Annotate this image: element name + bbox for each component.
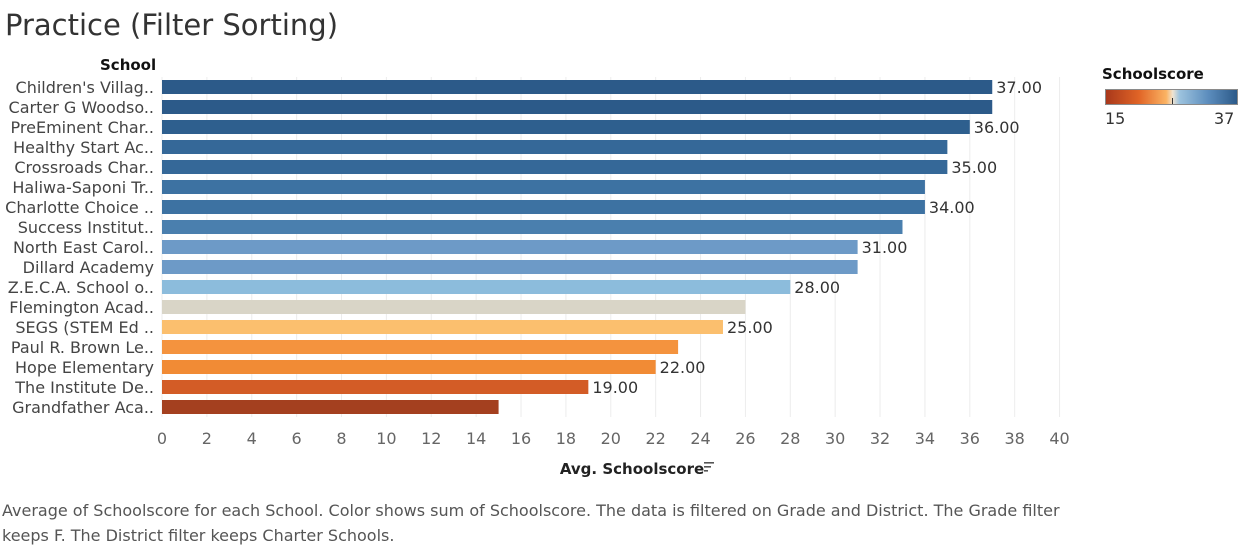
- x-axis-title: Avg. Schoolscore: [560, 460, 704, 478]
- category-label: Z.E.C.A. School o..: [8, 278, 154, 297]
- x-tick-label: 26: [735, 429, 755, 448]
- chart-title: Practice (Filter Sorting): [5, 8, 339, 42]
- x-tick-label: 40: [1049, 429, 1069, 448]
- data-label: 25.00: [727, 318, 773, 337]
- x-tick-label: 2: [202, 429, 212, 448]
- data-label: 28.00: [794, 278, 840, 297]
- x-tick-label: 6: [292, 429, 302, 448]
- category-label: SEGS (STEM Ed ..: [15, 318, 154, 337]
- data-label: 36.00: [974, 118, 1020, 137]
- bar[interactable]: [162, 340, 679, 354]
- bar-chart: Children's Villag..Carter G Woodso..PreE…: [5, 77, 1070, 478]
- category-label: Crossroads Char..: [14, 158, 154, 177]
- bar[interactable]: [162, 200, 925, 214]
- legend-max-label: 37: [1214, 109, 1235, 128]
- sort-descending-icon[interactable]: [704, 462, 714, 472]
- legend-title: Schoolscore: [1102, 65, 1204, 83]
- bar[interactable]: [162, 100, 993, 114]
- x-tick-label: 32: [870, 429, 890, 448]
- x-tick-label: 36: [960, 429, 980, 448]
- bar[interactable]: [162, 140, 948, 154]
- bar[interactable]: [162, 80, 993, 94]
- bar[interactable]: [162, 180, 925, 194]
- category-label: Flemington Acad..: [9, 298, 154, 317]
- bar[interactable]: [162, 360, 656, 374]
- bar[interactable]: [162, 260, 858, 274]
- legend-min-label: 15: [1105, 109, 1126, 128]
- bars: [162, 80, 993, 414]
- x-tick-label: 22: [645, 429, 665, 448]
- data-label: 19.00: [592, 378, 638, 397]
- bar[interactable]: [162, 300, 746, 314]
- bar[interactable]: [162, 400, 499, 414]
- x-tick-label: 18: [556, 429, 576, 448]
- x-tick-label: 28: [780, 429, 800, 448]
- x-tick-label: 0: [157, 429, 167, 448]
- category-label: Healthy Start Ac..: [13, 138, 154, 157]
- data-label: 37.00: [996, 78, 1042, 97]
- bar[interactable]: [162, 280, 791, 294]
- category-label: Haliwa-Saponi Tr..: [12, 178, 154, 197]
- row-header: School: [100, 56, 157, 74]
- x-tick-labels: 0 2 4 6 8 10 12 14 16 18 20 22 24 26 28 30 32 34 36 38 40: [157, 429, 1070, 448]
- bar[interactable]: [162, 320, 723, 334]
- data-label: 22.00: [660, 358, 706, 377]
- category-label: Charlotte Choice ..: [5, 198, 154, 217]
- category-label: Grandfather Aca..: [12, 398, 154, 417]
- x-tick-label: 12: [421, 429, 441, 448]
- x-tick-label: 8: [336, 429, 346, 448]
- x-tick-label: 20: [601, 429, 621, 448]
- data-label: 31.00: [862, 238, 908, 257]
- category-label: Dillard Academy: [23, 258, 154, 277]
- chart-caption: Average of Schoolscore for each School. …: [2, 501, 1060, 545]
- bar[interactable]: [162, 240, 858, 254]
- x-tick-label: 38: [1005, 429, 1025, 448]
- bar[interactable]: [162, 220, 903, 234]
- bar[interactable]: [162, 160, 948, 174]
- x-tick-label: 30: [825, 429, 845, 448]
- color-legend: Schoolscore 15 37: [1102, 65, 1241, 128]
- category-label: Children's Villag..: [16, 78, 154, 97]
- category-label: Paul R. Brown Le..: [11, 338, 154, 357]
- bar[interactable]: [162, 120, 970, 134]
- category-label: PreEminent Char..: [11, 118, 154, 137]
- data-label: 34.00: [929, 198, 975, 217]
- x-tick-label: 4: [247, 429, 257, 448]
- category-label: North East Carol..: [13, 238, 154, 257]
- x-tick-label: 34: [915, 429, 935, 448]
- bar[interactable]: [162, 380, 589, 394]
- category-labels: Children's Villag..Carter G Woodso..PreE…: [5, 78, 154, 417]
- legend-gradient: [1105, 89, 1238, 105]
- x-tick-label: 16: [511, 429, 531, 448]
- data-label: 35.00: [951, 158, 997, 177]
- category-label: Hope Elementary: [15, 358, 154, 377]
- category-label: Success Institut..: [18, 218, 154, 237]
- category-label: Carter G Woodso..: [9, 98, 154, 117]
- x-tick-label: 14: [466, 429, 486, 448]
- data-labels: 37.00 36.00 35.00 34.00 31.00 28.00 25.00 22.00…: [592, 78, 1042, 397]
- x-tick-label: 24: [690, 429, 710, 448]
- category-label: The Institute De..: [14, 378, 154, 397]
- x-tick-label: 10: [376, 429, 396, 448]
- legend-midpoint-tick: [1172, 98, 1173, 104]
